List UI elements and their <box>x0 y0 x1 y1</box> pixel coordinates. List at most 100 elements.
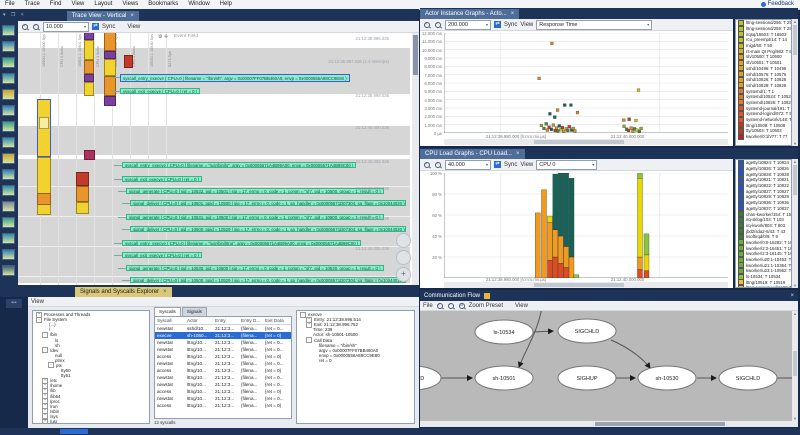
zoom-in-icon[interactable]: + <box>21 23 29 31</box>
legend-entry[interactable]: kworker/2:3-16145: T 16145 <box>736 250 791 257</box>
comm-zoom-preset-menu[interactable]: Zoom Preset <box>468 302 504 309</box>
comm-view-menu[interactable]: View <box>515 302 528 309</box>
comm-h-scrollbar[interactable] <box>420 421 798 427</box>
table-row[interactable]: newstat lttng/10... 21:12:3... {filena... {r… <box>155 346 291 353</box>
legend-entry[interactable]: sshd/10826: T 10826 <box>736 76 791 83</box>
tree-item[interactable]: - execve <box>298 311 413 318</box>
tree-item[interactable]: argv = 0x00007FF07BB460A0 <box>298 348 413 353</box>
expander-icon[interactable]: - <box>48 362 54 369</box>
close-icon[interactable]: × <box>516 151 520 157</box>
legend-entry[interactable]: ksoftirqd/0/9: T 9 <box>736 233 791 240</box>
comm-node[interactable]: ls-10534 <box>474 319 534 345</box>
zoom-in-icon[interactable]: + <box>423 21 431 29</box>
menu-views[interactable]: Views <box>122 1 139 7</box>
tree-item[interactable]: filename = "/bin/sh" <box>298 343 413 348</box>
legend-entry[interactable]: systemd-network/148: T 148 <box>736 116 791 123</box>
view-icon[interactable] <box>2 105 15 116</box>
legend-entry[interactable]: lttng-consumerd/1126: T 1126 <box>736 284 791 287</box>
cpu-legend-scrollbar[interactable]: ▲ ▼ <box>792 159 798 288</box>
column-header[interactable]: Exit Data <box>265 318 284 323</box>
trace-event-label[interactable]: syscall_entry_execve ( CPU=0 | filename … <box>120 74 350 82</box>
tree-item[interactable]: -/dev <box>34 347 148 354</box>
tree-item[interactable]: ptmx <box>34 358 148 363</box>
legend-entry[interactable]: sshd/10576: T 10576 <box>736 71 791 78</box>
view-icon[interactable] <box>2 25 15 36</box>
column-header[interactable]: Entry D... <box>241 318 261 323</box>
tree-item[interactable]: envp = 0x0000556A88CC9E80 <box>298 353 413 358</box>
tree-item[interactable]: - pts <box>34 362 148 369</box>
trace-v-scrollbar[interactable] <box>412 33 419 285</box>
menu-trace[interactable]: Trace <box>24 1 40 7</box>
view-icon[interactable] <box>2 121 15 132</box>
tree-item[interactable]: null <box>34 353 148 358</box>
sync-label[interactable]: Sync <box>504 21 518 28</box>
legend-entry[interactable]: agetty/10828: T 10828 <box>736 171 791 178</box>
view-icon[interactable] <box>2 249 15 260</box>
expander-icon[interactable]: - <box>306 337 312 344</box>
table-row[interactable]: access lttng/10... 21:12:3... {filena... {re… <box>155 353 291 360</box>
comm-node[interactable]: SIGHUP <box>557 365 617 391</box>
comm-node[interactable]: SIGCHLD <box>718 365 778 391</box>
trace-block[interactable] <box>76 172 89 186</box>
table-row[interactable]: access lttng/10... 21:12:3... {filena... {re… <box>155 402 291 409</box>
trace-event-label[interactable]: signal_deliver ( CPU=0 | pid = 10501, pp… <box>130 200 406 206</box>
trace-block[interactable] <box>84 40 94 60</box>
view-icon[interactable] <box>2 185 15 196</box>
legend-entry[interactable]: migd/50: T 50 <box>736 42 791 49</box>
view-icon[interactable] <box>2 233 15 244</box>
view-menu[interactable]: View <box>127 23 141 30</box>
menu-help[interactable]: Help <box>219 1 232 7</box>
trace-block[interactable] <box>84 150 95 160</box>
tree-item[interactable]: Actor: sh-10501-10500 <box>298 332 413 337</box>
trace-block[interactable] <box>104 51 116 59</box>
menu-layout[interactable]: Layout <box>94 1 113 7</box>
cpu-bar-chart[interactable] <box>444 173 728 278</box>
trace-block[interactable] <box>104 33 116 51</box>
trace-block[interactable] <box>37 193 51 205</box>
legend-entry[interactable]: systemd/10524: T 10524 <box>736 93 791 100</box>
legend-entry[interactable]: systemd/10826: T 10826 <box>736 99 791 106</box>
zoom-in-icon[interactable]: + <box>436 302 444 310</box>
column-header[interactable]: Actor <box>187 318 198 323</box>
close-icon[interactable]: × <box>130 13 134 19</box>
metric-combo[interactable]: Response Time ▾ <box>536 19 653 30</box>
zoom-level-combo[interactable]: 40.000 ▾ <box>445 159 491 170</box>
menu-find[interactable]: Find <box>49 1 62 7</box>
expander-icon[interactable]: - <box>42 331 48 338</box>
dock-window-controls[interactable]: ▾ ❐ × <box>3 12 26 18</box>
expander-icon[interactable]: + <box>306 321 312 328</box>
metric-combo[interactable]: CPU 0 ▾ <box>536 159 598 170</box>
legend-entry[interactable]: sh/10500: T 10500 <box>736 53 791 60</box>
view-icon[interactable] <box>2 41 15 52</box>
syscall-table[interactable]: Syscall Actor Entry Entry D... Exit Data news… <box>154 316 292 419</box>
table-row[interactable]: newstat lttng/10... 21:12:3... {filena... {r… <box>155 374 291 381</box>
view-icon[interactable] <box>2 217 15 228</box>
trace-block[interactable] <box>39 117 49 129</box>
tab-cpu-graphs[interactable]: CPU Load Graphs - CPU Load... × <box>420 149 525 159</box>
legend-entry[interactable]: agetty/10821: T 10821 <box>736 176 791 183</box>
comm-node[interactable]: SIGCHLD <box>557 318 617 344</box>
comm-node[interactable]: sh-10501 <box>474 365 534 391</box>
trace-block[interactable] <box>76 202 89 214</box>
legend-entry[interactable]: systemd/1: T 1 <box>736 88 791 95</box>
legend-entry[interactable]: systemd-journal/191: T 191 <box>736 105 791 112</box>
explorer-view-menu[interactable]: View <box>31 298 44 305</box>
tab-explorer[interactable]: Signals and Syscalls Explorer × <box>75 287 172 297</box>
table-tab-signals[interactable]: Signals <box>181 307 207 316</box>
zoom-fit-icon[interactable]: ⊡ <box>458 302 466 310</box>
zoom-level-combo[interactable]: 200.000 ▾ <box>445 19 491 30</box>
view-icon[interactable] <box>2 57 15 68</box>
comm-node[interactable]: sh-10530 <box>637 365 697 391</box>
legend-entry[interactable]: irq-kwork/803: T 803 <box>736 222 791 229</box>
syscall-detail-tree[interactable]: - execve + Entry: 21:12:38.996.514 + Exit: 21… <box>296 310 415 424</box>
close-icon[interactable]: × <box>163 289 167 295</box>
legend-entry[interactable]: agetty/10822: T 10822 <box>736 182 791 189</box>
table-row[interactable]: newstat lttng/10... 21:12:3... {filena... {r… <box>155 381 291 388</box>
legend-entry[interactable]: lttng-sessiond/256: T 256 <box>736 20 791 26</box>
zoom-in-icon[interactable]: + <box>423 161 431 169</box>
expander-icon[interactable]: - <box>42 347 48 354</box>
comm-file-menu[interactable]: File <box>423 302 433 309</box>
tree-item[interactable]: sh <box>34 343 148 348</box>
trace-block[interactable] <box>84 74 94 82</box>
table-tab-syscalls[interactable]: Syscalls <box>154 307 181 316</box>
